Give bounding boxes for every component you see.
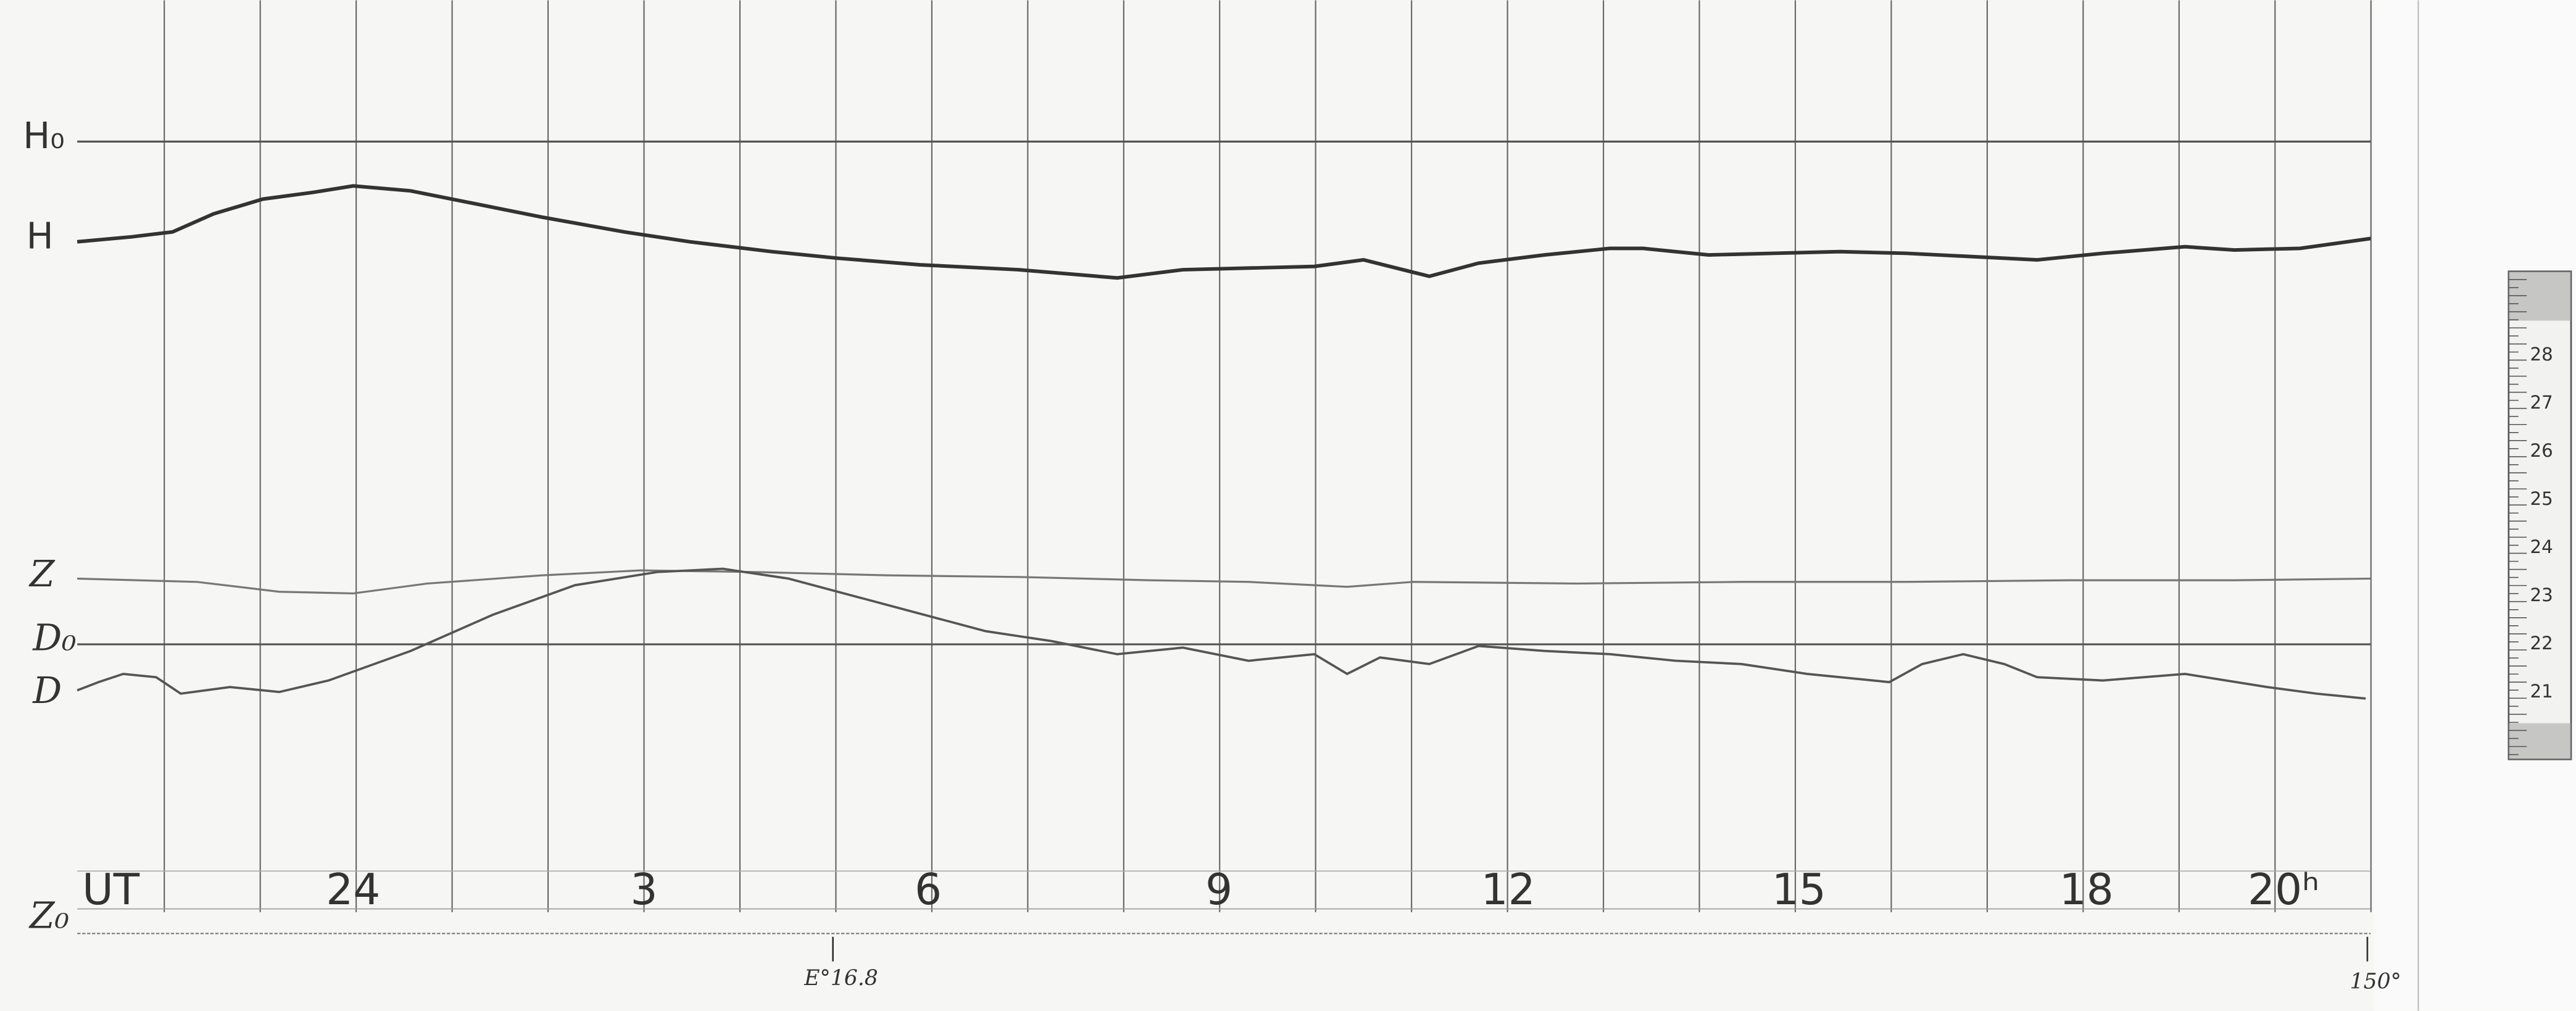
e-mark: E°16.8 [804, 966, 878, 991]
scale-label: 23 [2530, 585, 2553, 605]
z-label: Z [28, 553, 56, 595]
hour-label: 15 [1772, 865, 1826, 915]
scale-strip [2507, 270, 2572, 760]
d-label: D [32, 670, 62, 712]
scale-labels: 28 27 26 25 24 23 22 21 [2530, 344, 2553, 702]
hour-label: 6 [915, 865, 942, 915]
hour-label: 20ʰ [2248, 865, 2319, 915]
hour-label: 3 [630, 865, 657, 915]
hour-label: 24 [326, 865, 380, 915]
end-mark: 150° [2350, 969, 2401, 994]
z-trace [77, 569, 2371, 595]
z0-label: Z₀ [28, 895, 69, 937]
hour-grid [164, 0, 2372, 912]
scale-label: 26 [2530, 440, 2553, 461]
scale-label: 21 [2530, 681, 2553, 702]
temperature-scale: 28 27 26 25 24 23 22 21 [2507, 270, 2572, 760]
hour-label: 18 [2059, 865, 2114, 915]
scale-label: 28 [2530, 344, 2553, 365]
scale-label: 27 [2530, 392, 2553, 413]
hour-label: 12 [1481, 865, 1535, 915]
scale-cap [2508, 723, 2572, 760]
scale-label: 22 [2530, 633, 2553, 654]
h-trace [77, 184, 2371, 280]
time-unit: UT [82, 865, 140, 915]
d0-label: D₀ [32, 617, 76, 659]
scale-label: 25 [2530, 488, 2553, 509]
scale-label: 24 [2530, 536, 2553, 557]
h0-label: H₀ [23, 115, 65, 157]
d-trace [77, 567, 2366, 700]
h-label: H [27, 215, 54, 257]
hour-label: 9 [1205, 865, 1232, 915]
scale-ticks [2508, 279, 2527, 755]
